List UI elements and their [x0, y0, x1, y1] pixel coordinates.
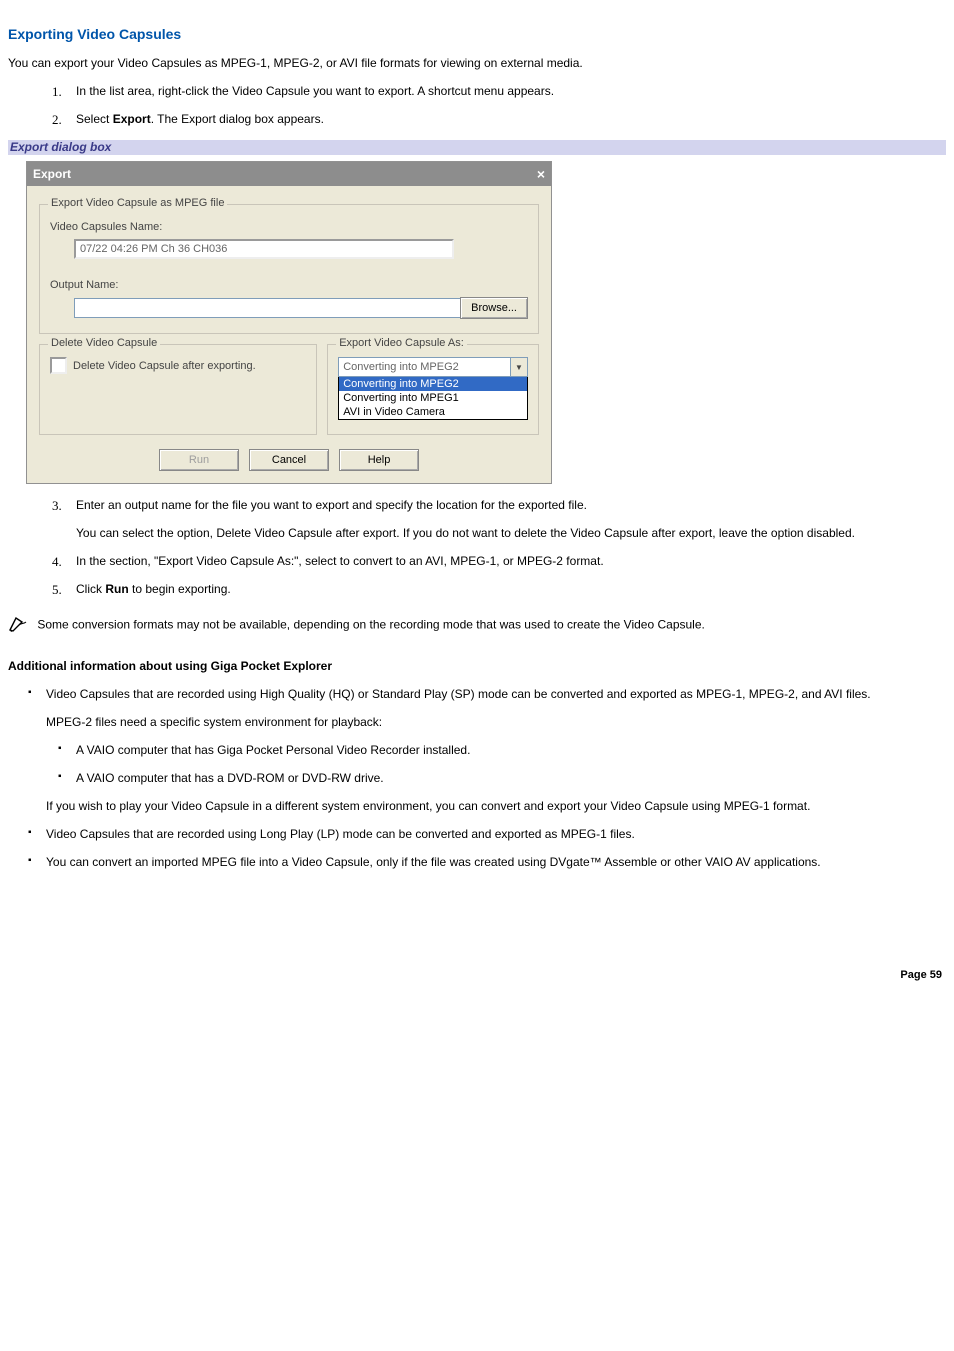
step-num: 3.: [52, 498, 62, 514]
nested-bullet: A VAIO computer that has Giga Pocket Per…: [8, 743, 946, 757]
step-text: In the section, "Export Video Capsule As…: [76, 554, 604, 568]
step-1: 1. In the list area, right-click the Vid…: [8, 84, 946, 98]
note-text: Some conversion formats may not be avail…: [34, 618, 705, 632]
cancel-button[interactable]: Cancel: [249, 449, 329, 471]
step-2: 2. Select Export. The Export dialog box …: [8, 112, 946, 126]
intro-paragraph: You can export your Video Capsules as MP…: [8, 56, 946, 70]
page-heading: Exporting Video Capsules: [8, 26, 946, 42]
label-video-capsules-name: Video Capsules Name:: [50, 221, 528, 233]
bullet-text: Video Capsules that are recorded using H…: [46, 687, 871, 701]
step-text: In the list area, right-click the Video …: [76, 84, 554, 98]
step-3: 3. Enter an output name for the file you…: [8, 498, 946, 540]
export-dialog: Export × Export Video Capsule as MPEG fi…: [26, 161, 552, 484]
video-capsules-name-field: [74, 239, 454, 259]
page-footer: Page 59: [8, 969, 942, 981]
note-icon: [8, 616, 30, 635]
dialog-titlebar[interactable]: Export ×: [27, 162, 551, 186]
output-name-field[interactable]: [74, 298, 461, 318]
export-format-combo[interactable]: [338, 357, 510, 377]
help-button[interactable]: Help: [339, 449, 419, 471]
delete-after-export-checkbox[interactable]: [50, 357, 67, 374]
step-num: 2.: [52, 112, 62, 128]
step-text-post: . The Export dialog box appears.: [151, 112, 324, 126]
dialog-body: Export Video Capsule as MPEG file Video …: [27, 186, 551, 483]
bullet-para: If you wish to play your Video Capsule i…: [46, 799, 946, 813]
group-delete-video-capsule: Delete Video Capsule Delete Video Capsul…: [39, 344, 317, 435]
close-icon[interactable]: ×: [537, 166, 545, 182]
dropdown-option[interactable]: AVI in Video Camera: [339, 405, 527, 419]
info-bullets: Video Capsules that are recorded using H…: [8, 687, 946, 869]
steps-list-b: 3. Enter an output name for the file you…: [8, 498, 946, 596]
group-legend: Delete Video Capsule: [48, 337, 160, 349]
step-text-post: to begin exporting.: [129, 582, 231, 596]
step-num: 5.: [52, 582, 62, 598]
step-5: 5. Click Run to begin exporting.: [8, 582, 946, 596]
info-bullet-2: Video Capsules that are recorded using L…: [8, 827, 946, 841]
info-bullet-3: You can convert an imported MPEG file in…: [8, 855, 946, 869]
chevron-down-icon[interactable]: ▼: [510, 357, 528, 377]
run-button[interactable]: Run: [159, 449, 239, 471]
step-text-pre: Select: [76, 112, 113, 126]
sub-heading: Additional information about using Giga …: [8, 659, 946, 673]
step-4: 4. In the section, "Export Video Capsule…: [8, 554, 946, 568]
note-paragraph: Some conversion formats may not be avail…: [8, 616, 946, 635]
info-bullet-1: Video Capsules that are recorded using H…: [8, 687, 946, 813]
group-export-mpeg: Export Video Capsule as MPEG file Video …: [39, 204, 539, 334]
dialog-wrap: Export × Export Video Capsule as MPEG fi…: [26, 161, 946, 484]
section-label-band: Export dialog box: [8, 140, 946, 155]
step-para: You can select the option, Delete Video …: [76, 526, 946, 540]
dialog-title: Export: [33, 167, 71, 181]
step-num: 1.: [52, 84, 62, 100]
nested-bullet: A VAIO computer that has a DVD-ROM or DV…: [8, 771, 946, 785]
group-export-as: Export Video Capsule As: ▼ Converting in…: [327, 344, 539, 435]
dropdown-option[interactable]: Converting into MPEG1: [339, 391, 527, 405]
delete-checkbox-label: Delete Video Capsule after exporting.: [73, 360, 256, 372]
browse-button[interactable]: Browse...: [460, 297, 528, 319]
export-format-dropdown[interactable]: Converting into MPEG2 Converting into MP…: [338, 376, 528, 420]
nested-bullets: A VAIO computer that has Giga Pocket Per…: [8, 743, 946, 785]
label-output-name: Output Name:: [50, 279, 528, 291]
dropdown-option[interactable]: Converting into MPEG2: [339, 377, 527, 391]
bullet-para: MPEG-2 files need a specific system envi…: [46, 715, 946, 729]
group-legend: Export Video Capsule as MPEG file: [48, 197, 227, 209]
step-bold: Export: [113, 112, 151, 126]
step-bold: Run: [105, 582, 128, 596]
step-text-pre: Click: [76, 582, 105, 596]
steps-list-a: 1. In the list area, right-click the Vid…: [8, 84, 946, 126]
step-text: Enter an output name for the file you wa…: [76, 498, 587, 512]
group-legend: Export Video Capsule As:: [336, 337, 467, 349]
step-num: 4.: [52, 554, 62, 570]
